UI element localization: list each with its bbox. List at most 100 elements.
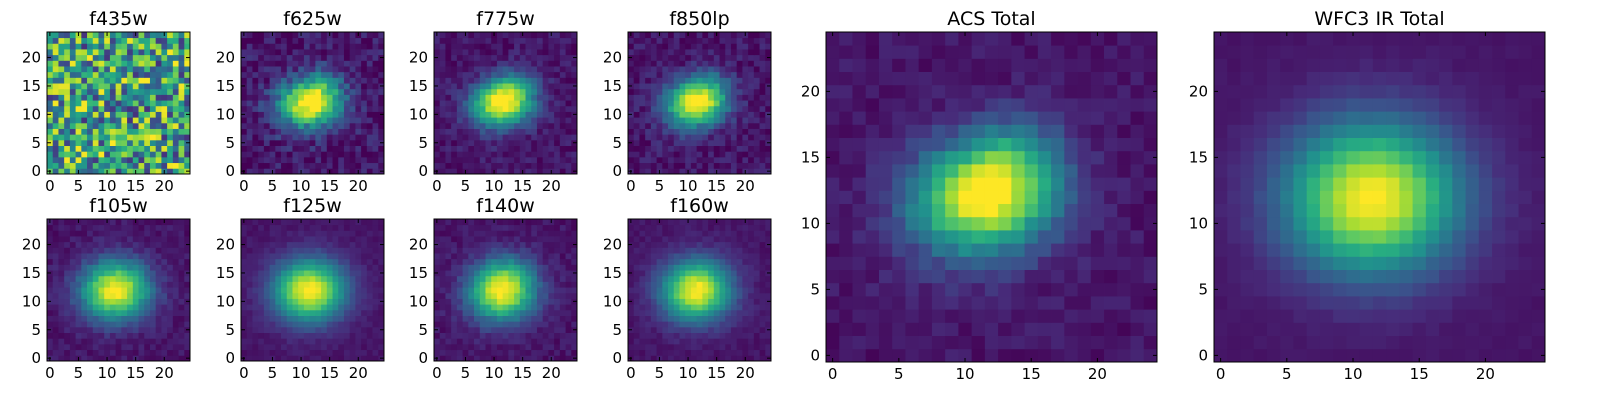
heatmap-cell	[366, 134, 373, 141]
heatmap-cell	[366, 83, 373, 90]
heatmap-cell	[1306, 58, 1321, 72]
heatmap-cell	[343, 122, 351, 129]
heatmap-cell	[1346, 230, 1361, 244]
heatmap-cell	[1333, 216, 1347, 231]
heatmap-cell	[1425, 137, 1440, 152]
heatmap-cell	[172, 111, 179, 118]
heatmap-cell	[315, 145, 322, 152]
heatmap-cell	[361, 128, 368, 135]
heatmap-cell	[462, 117, 469, 124]
heatmap-cell	[514, 162, 521, 169]
heatmap-cell	[81, 60, 88, 67]
heatmap-cell	[303, 43, 311, 50]
heatmap-cell	[502, 49, 509, 56]
heatmap-cell	[132, 88, 139, 95]
heatmap-cell	[75, 236, 82, 243]
heatmap-cell	[275, 49, 282, 56]
heatmap-cell	[565, 37, 572, 44]
heatmap-cell	[138, 156, 145, 164]
heatmap-cell	[565, 145, 572, 152]
heatmap-cell	[905, 98, 920, 112]
heatmap-cell	[1492, 84, 1506, 99]
heatmap-cell	[64, 309, 71, 316]
heatmap-cell	[269, 304, 276, 311]
heatmap-cell	[144, 117, 151, 124]
heatmap-cell	[69, 105, 76, 112]
heatmap-cell	[115, 349, 122, 356]
heatmap-cell	[121, 258, 128, 265]
heatmap-cell	[275, 162, 282, 169]
heatmap-cell	[1333, 335, 1347, 350]
heatmap-cell	[1293, 269, 1308, 284]
heatmap-cell	[931, 190, 946, 204]
heatmap-cell	[468, 128, 475, 135]
heatmap-cell	[138, 111, 145, 118]
heatmap-cell	[184, 122, 191, 129]
heatmap-cell	[892, 243, 906, 257]
heatmap-cell	[1143, 216, 1158, 231]
heatmap-cell	[1306, 282, 1321, 297]
heatmap-cell	[559, 37, 566, 44]
heatmap-cell	[434, 66, 441, 73]
heatmap-cell	[75, 270, 82, 277]
heatmap-cell	[309, 43, 316, 50]
heatmap-cell	[172, 71, 179, 78]
heatmap-cell	[1130, 58, 1145, 72]
heatmap-cell	[349, 83, 356, 90]
heatmap-cell	[839, 164, 853, 178]
heatmap-cell	[679, 88, 686, 95]
heatmap-cell	[378, 349, 385, 356]
heatmap-cell	[662, 105, 669, 112]
heatmap-cell	[1011, 58, 1025, 72]
heatmap-cell	[1346, 309, 1361, 323]
heatmap-cell	[81, 292, 88, 299]
heatmap-cell	[87, 145, 94, 152]
heatmap-cell	[536, 105, 544, 112]
heatmap-cell	[161, 287, 168, 294]
heatmap-cell	[725, 145, 732, 152]
heatmap-cell	[1117, 32, 1131, 46]
x-tick-label: 15	[1022, 365, 1041, 383]
heatmap-cell	[355, 287, 362, 294]
heatmap-cell	[668, 32, 675, 39]
heatmap-cell	[708, 122, 715, 129]
heatmap-cell	[748, 43, 755, 50]
heatmap-cell	[115, 247, 122, 254]
heatmap-cell	[565, 151, 572, 158]
heatmap-cell	[1319, 269, 1334, 284]
heatmap-cell	[321, 292, 328, 299]
heatmap-cell	[309, 100, 316, 107]
heatmap-cell	[496, 60, 504, 67]
heatmap-cell	[759, 100, 766, 107]
heatmap-cell	[87, 128, 94, 135]
heatmap-cell	[485, 100, 492, 107]
heatmap-cell	[984, 256, 999, 270]
heatmap-cell	[64, 287, 71, 294]
heatmap-cell	[1505, 335, 1519, 350]
heatmap-cell	[759, 145, 766, 152]
heatmap-cell	[269, 292, 276, 299]
heatmap-cell	[372, 88, 379, 95]
heatmap-cell	[1024, 124, 1039, 138]
heatmap-cell	[361, 117, 368, 124]
heatmap-cell	[343, 134, 351, 141]
heatmap-cell	[309, 275, 316, 282]
heatmap-cell	[167, 304, 174, 311]
heatmap-cell	[58, 219, 65, 226]
heatmap-cell	[542, 88, 549, 95]
heatmap-cell	[1518, 124, 1533, 138]
heatmap-cell	[485, 156, 492, 164]
heatmap-cell	[92, 139, 99, 146]
heatmap-cell	[1064, 164, 1078, 178]
heatmap-cell	[753, 60, 760, 67]
y-tick-label: 10	[22, 105, 41, 123]
heatmap-cell	[685, 37, 692, 44]
heatmap-cell	[753, 49, 760, 56]
heatmap-cell	[69, 117, 76, 124]
heatmap-cell	[326, 343, 333, 351]
heatmap-cell	[1518, 309, 1533, 323]
heatmap-cell	[892, 111, 906, 125]
heatmap-cell	[945, 335, 959, 350]
heatmap-cell	[852, 243, 867, 257]
heatmap-cell	[286, 304, 293, 311]
